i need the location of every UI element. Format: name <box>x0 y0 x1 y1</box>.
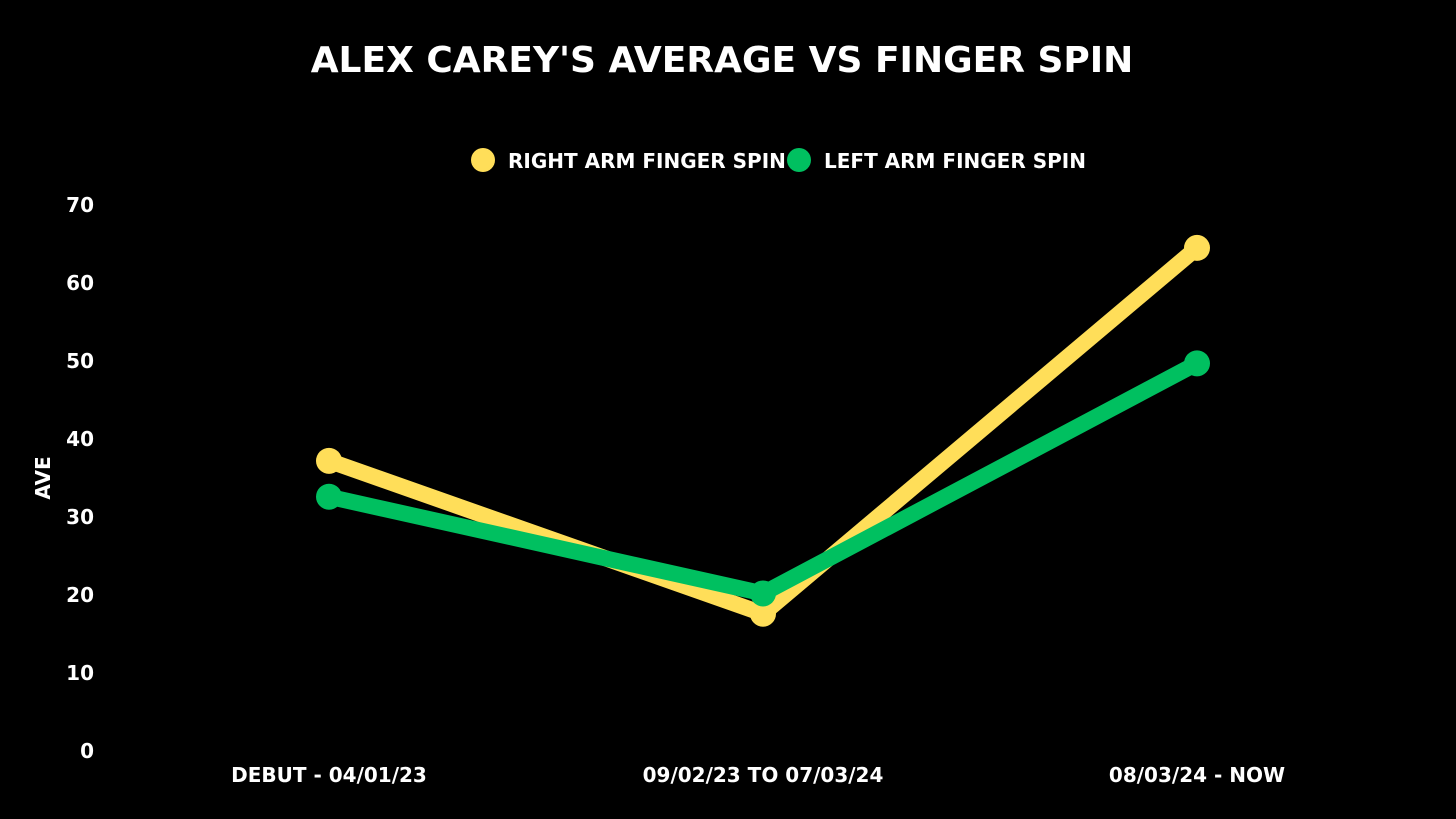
series-line <box>321 355 1205 602</box>
x-tick-label: 09/02/23 TO 07/03/24 <box>643 763 884 787</box>
x-tick-label: DEBUT - 04/01/23 <box>231 763 427 787</box>
chart-title: ALEX CAREY'S AVERAGE VS FINGER SPIN <box>311 40 1134 81</box>
series <box>316 234 1210 627</box>
series-layer <box>316 234 1210 627</box>
data-point <box>316 447 342 474</box>
legend-marker <box>787 148 811 172</box>
legend: RIGHT ARM FINGER SPIN LEFT ARM FINGER SPI… <box>471 148 1086 173</box>
x-axis-ticks: DEBUT - 04/01/23 09/02/23 TO 07/03/24 08/0… <box>231 763 1285 787</box>
legend-label: RIGHT ARM FINGER SPIN <box>508 149 786 173</box>
y-tick-label: 20 <box>66 583 94 607</box>
data-point <box>1184 234 1210 261</box>
y-tick-label: 40 <box>66 427 94 451</box>
y-tick-label: 70 <box>66 193 94 217</box>
series <box>316 350 1210 607</box>
data-point <box>1184 350 1210 377</box>
legend-item: LEFT ARM FINGER SPIN <box>787 148 1086 173</box>
y-axis-ticks: 0 10 20 30 40 50 60 70 <box>66 193 94 763</box>
y-tick-label: 30 <box>66 505 94 529</box>
legend-item: RIGHT ARM FINGER SPIN <box>471 148 786 173</box>
legend-marker <box>471 148 495 172</box>
y-tick-label: 60 <box>66 271 94 295</box>
y-tick-label: 10 <box>66 661 94 685</box>
legend-label: LEFT ARM FINGER SPIN <box>824 149 1086 173</box>
data-point <box>750 600 776 627</box>
x-tick-label: 08/03/24 - NOW <box>1109 763 1285 787</box>
y-tick-label: 50 <box>66 349 94 373</box>
y-axis-label: AVE <box>31 456 55 499</box>
data-point <box>316 483 342 510</box>
y-tick-label: 0 <box>80 739 94 763</box>
data-point <box>750 580 776 607</box>
